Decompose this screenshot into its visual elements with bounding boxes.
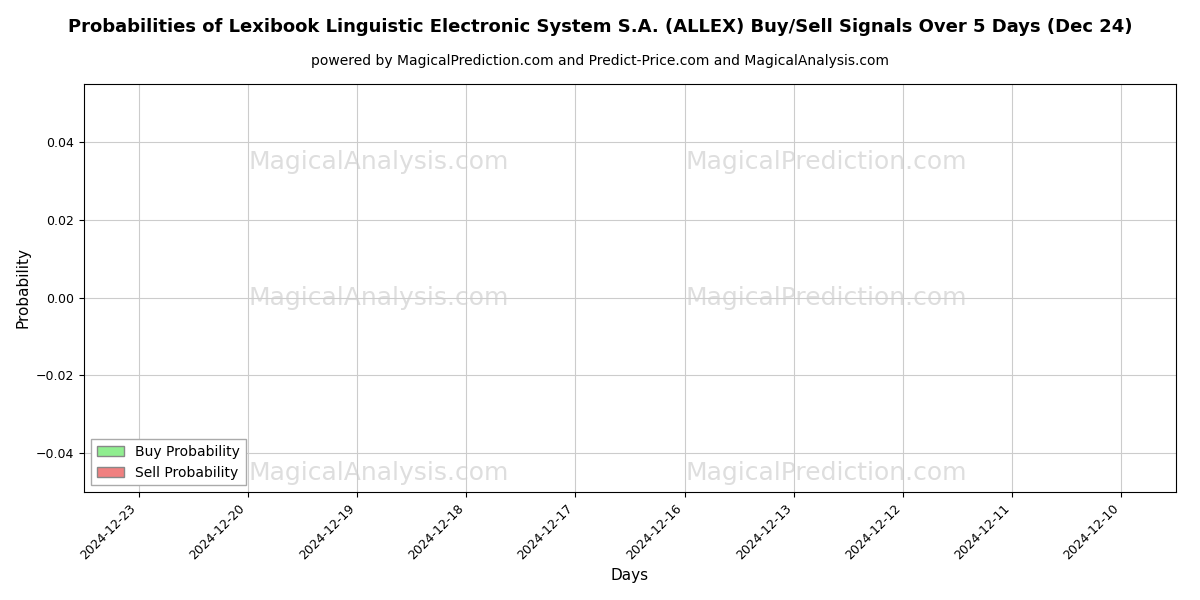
Y-axis label: Probability: Probability [16, 247, 30, 329]
Text: MagicalPrediction.com: MagicalPrediction.com [686, 150, 967, 174]
Text: MagicalPrediction.com: MagicalPrediction.com [686, 286, 967, 310]
Text: MagicalPrediction.com: MagicalPrediction.com [686, 461, 967, 485]
Text: MagicalAnalysis.com: MagicalAnalysis.com [248, 150, 509, 174]
Text: MagicalAnalysis.com: MagicalAnalysis.com [248, 286, 509, 310]
Text: Probabilities of Lexibook Linguistic Electronic System S.A. (ALLEX) Buy/Sell Sig: Probabilities of Lexibook Linguistic Ele… [67, 18, 1133, 36]
Text: MagicalAnalysis.com: MagicalAnalysis.com [248, 461, 509, 485]
X-axis label: Days: Days [611, 568, 649, 583]
Text: powered by MagicalPrediction.com and Predict-Price.com and MagicalAnalysis.com: powered by MagicalPrediction.com and Pre… [311, 54, 889, 68]
Legend: Buy Probability, Sell Probability: Buy Probability, Sell Probability [91, 439, 246, 485]
